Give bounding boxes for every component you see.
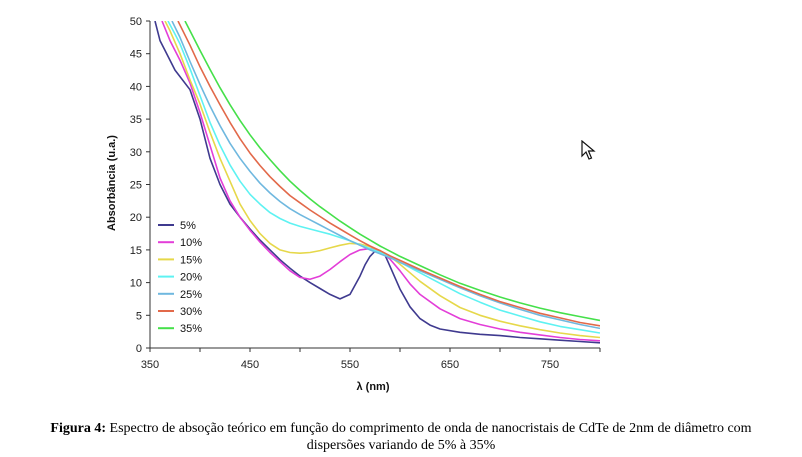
x-tick-label: 750	[541, 359, 559, 371]
legend-label: 35%	[180, 323, 202, 335]
y-tick-label: 20	[130, 212, 142, 224]
y-axis-title: Absorbância (u.a.)	[106, 135, 118, 231]
legend-label: 10%	[180, 237, 202, 249]
series-line-4	[167, 21, 600, 334]
series-line-5	[171, 21, 600, 330]
x-tick-label: 450	[241, 359, 259, 371]
caption-text: Espectro de absoção teórico em função do…	[109, 421, 752, 453]
absorbance-chart: 0 5 10 15 20 25 30 35 40 45 50 350 450 550 650 750 5% 10…	[106, 16, 601, 393]
plot-lines	[154, 21, 600, 344]
legend: 5% 10% 15% 20% 25% 30% 35%	[158, 220, 202, 335]
legend-label: 25%	[180, 289, 202, 301]
y-tick-label: 45	[130, 49, 142, 61]
y-tick-label: 0	[136, 343, 142, 355]
y-tick-label: 35	[130, 114, 142, 126]
y-tick-label: 50	[130, 16, 142, 28]
caption-label: Figura 4:	[50, 421, 107, 436]
y-tick-label: 5	[136, 310, 142, 322]
x-tick-label: 650	[441, 359, 459, 371]
series-line-3	[164, 21, 600, 339]
legend-label: 5%	[180, 220, 196, 232]
y-tick-label: 15	[130, 245, 142, 257]
y-tick-label: 25	[130, 180, 142, 192]
y-tick-label: 30	[130, 147, 142, 159]
y-tick-label: 40	[130, 81, 142, 93]
series-line-7	[184, 21, 600, 322]
axes: 0 5 10 15 20 25 30 35 40 45 50 350 450 550 650 750	[130, 16, 601, 371]
legend-label: 30%	[180, 306, 202, 318]
x-tick-label: 350	[141, 359, 159, 371]
x-axis-title: λ (nm)	[357, 381, 390, 393]
x-tick-label: 550	[341, 359, 359, 371]
y-tick-label: 10	[130, 278, 142, 290]
legend-label: 20%	[180, 272, 202, 284]
series-line-1	[154, 21, 600, 344]
series-line-2	[161, 21, 600, 342]
mouse-cursor-icon	[581, 140, 596, 160]
series-line-6	[177, 21, 600, 327]
figure-caption: Figura 4: Espectro de absoção teórico em…	[20, 420, 782, 454]
legend-label: 15%	[180, 254, 202, 266]
